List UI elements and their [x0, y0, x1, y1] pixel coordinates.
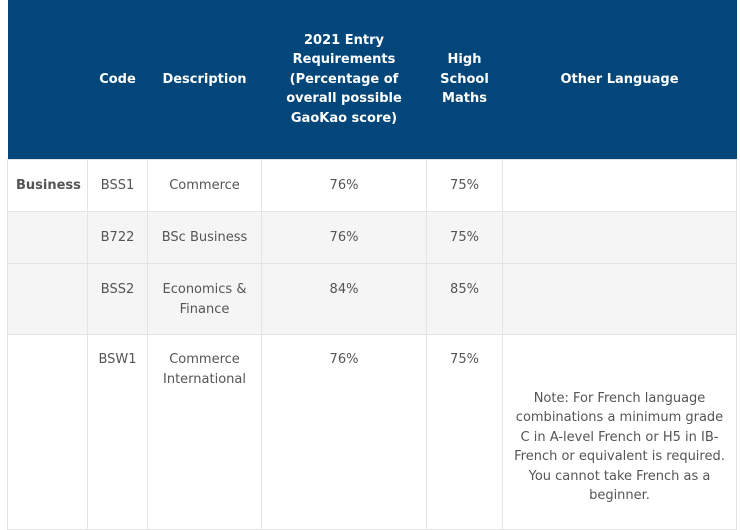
header-faculty: [7, 0, 88, 160]
description-cell: Economics & Finance: [147, 263, 262, 335]
header-description: Description: [147, 0, 262, 160]
code-cell: BSS1: [87, 159, 148, 212]
table-row: BSW1 Commerce International 76% 75% Note…: [7, 334, 737, 530]
faculty-cell: [7, 334, 88, 530]
other-language-cell: [502, 211, 737, 264]
table-header-row: Code Description 2021 Entry Requirements…: [7, 0, 737, 160]
maths-cell: 75%: [426, 159, 503, 212]
other-language-note: Note: For French language combinations a…: [502, 334, 737, 530]
table-row: BSS2 Economics & Finance 84% 85%: [7, 263, 737, 335]
gaokao-cell: 84%: [261, 263, 427, 335]
other-language-cell: [502, 263, 737, 335]
faculty-cell: [7, 211, 88, 264]
maths-cell: 75%: [426, 334, 503, 530]
header-high-school-maths: High School Maths: [426, 0, 503, 160]
header-other-language: Other Language: [502, 0, 737, 160]
table-row: Business BSS1 Commerce 76% 75%: [7, 159, 737, 212]
table-row: B722 BSc Business 76% 75%: [7, 211, 737, 264]
gaokao-cell: 76%: [261, 159, 427, 212]
header-code: Code: [87, 0, 148, 160]
entry-requirements-table: Code Description 2021 Entry Requirements…: [7, 0, 737, 530]
other-language-cell: [502, 159, 737, 212]
description-cell: Commerce: [147, 159, 262, 212]
code-cell: BSW1: [87, 334, 148, 530]
description-cell: Commerce International: [147, 334, 262, 530]
gaokao-cell: 76%: [261, 334, 427, 530]
description-cell: BSc Business: [147, 211, 262, 264]
faculty-cell: [7, 263, 88, 335]
gaokao-cell: 76%: [261, 211, 427, 264]
code-cell: BSS2: [87, 263, 148, 335]
faculty-cell: Business: [7, 159, 88, 212]
maths-cell: 85%: [426, 263, 503, 335]
header-entry-requirements: 2021 Entry Requirements (Percentage of o…: [261, 0, 427, 160]
code-cell: B722: [87, 211, 148, 264]
maths-cell: 75%: [426, 211, 503, 264]
